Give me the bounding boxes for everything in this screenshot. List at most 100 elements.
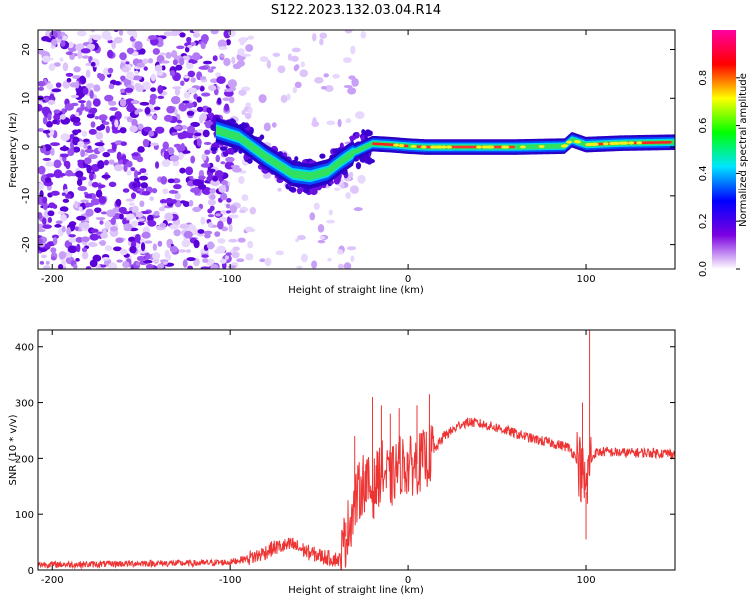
noise-blob [209,188,216,194]
noise-blob [116,259,123,263]
noise-blob [116,151,122,161]
ridge-halo [319,153,326,159]
noise-blob [78,206,83,211]
noise-blob [337,263,344,269]
noise-blob [93,84,101,92]
noise-blob [65,72,74,77]
noise-blob [209,194,216,200]
noise-blob [171,199,177,204]
snr-series-line [38,417,675,570]
noise-blob [168,190,179,194]
noise-blob [326,120,336,126]
noise-blob [86,113,95,119]
noise-blob [190,121,200,128]
noise-blob [208,221,213,228]
noise-blob [41,106,51,115]
noise-blob [217,97,222,105]
noise-blob [140,210,151,215]
noise-blob [220,210,228,215]
noise-blob [143,259,153,264]
noise-blob [126,170,132,176]
noise-blob [92,98,101,107]
noise-blob [94,142,105,147]
noise-blob [47,112,52,121]
noise-blob [137,146,145,153]
noise-blob [38,228,46,233]
noise-blob [174,192,181,200]
noise-blob [166,254,172,261]
noise-blob [137,188,145,192]
noise-blob [343,262,352,269]
spectrogram-ridge [210,117,675,196]
noise-blob [53,159,62,169]
noise-blob [81,130,88,137]
noise-blob [98,195,107,204]
noise-blob [225,252,232,256]
noise-blob [300,253,308,263]
noise-blob [326,219,336,224]
noise-blob [232,63,242,70]
noise-blob [121,66,130,73]
noise-blob [176,119,183,124]
ridge-band-green [215,126,675,181]
noise-blob [231,56,236,64]
noise-blob [190,77,197,83]
noise-blob [136,156,144,163]
noise-blob [136,211,144,218]
ridge-halo [354,132,360,138]
noise-blob [217,220,224,230]
noise-blob [77,50,83,60]
noise-blob [340,183,345,189]
noise-blob [350,255,355,262]
noise-blob [185,166,194,176]
noise-blob [238,176,245,184]
noise-blob [203,230,213,235]
noise-blob [158,206,166,212]
snr-x-tick-label: 100 [576,575,595,586]
ridge-halo [310,187,318,196]
noise-blob [186,257,196,262]
spectrogram-y-tick-label: -20 [21,236,32,252]
noise-blob [130,100,140,105]
noise-blob [49,142,60,147]
ridge-halo [247,158,253,164]
noise-blob [125,61,130,65]
ridge-highlight [621,141,628,145]
noise-blob [216,76,226,84]
noise-blob [291,47,301,53]
noise-blob [84,193,93,199]
noise-blob [75,170,84,178]
noise-blob [54,224,62,228]
ridge-highlight [560,144,567,148]
noise-blob [201,254,209,258]
noise-blob [67,41,74,49]
noise-blob [228,96,235,104]
noise-blob [319,38,324,46]
noise-blob [126,160,133,168]
noise-blob [148,130,155,137]
noise-blob [201,153,207,161]
noise-blob [228,223,233,233]
noise-blob [248,106,253,115]
noise-blob [259,258,266,263]
noise-blob [51,88,62,93]
noise-blob [131,118,138,128]
noise-blob [80,199,89,203]
noise-blob [97,184,106,189]
noise-blob [347,87,357,95]
noise-blob [179,32,186,38]
noise-blob [200,34,209,43]
noise-blob [44,177,52,183]
noise-blob [209,205,215,211]
noise-blob [210,263,219,269]
noise-blob [194,132,202,137]
ridge-highlight [410,144,417,148]
noise-blob [176,45,185,50]
noise-blob [169,154,180,162]
noise-blob [72,146,81,153]
noise-blob [59,146,70,151]
noise-blob [90,61,96,67]
noise-blob [188,199,194,207]
noise-blob [86,100,92,109]
noise-blob [157,240,163,247]
